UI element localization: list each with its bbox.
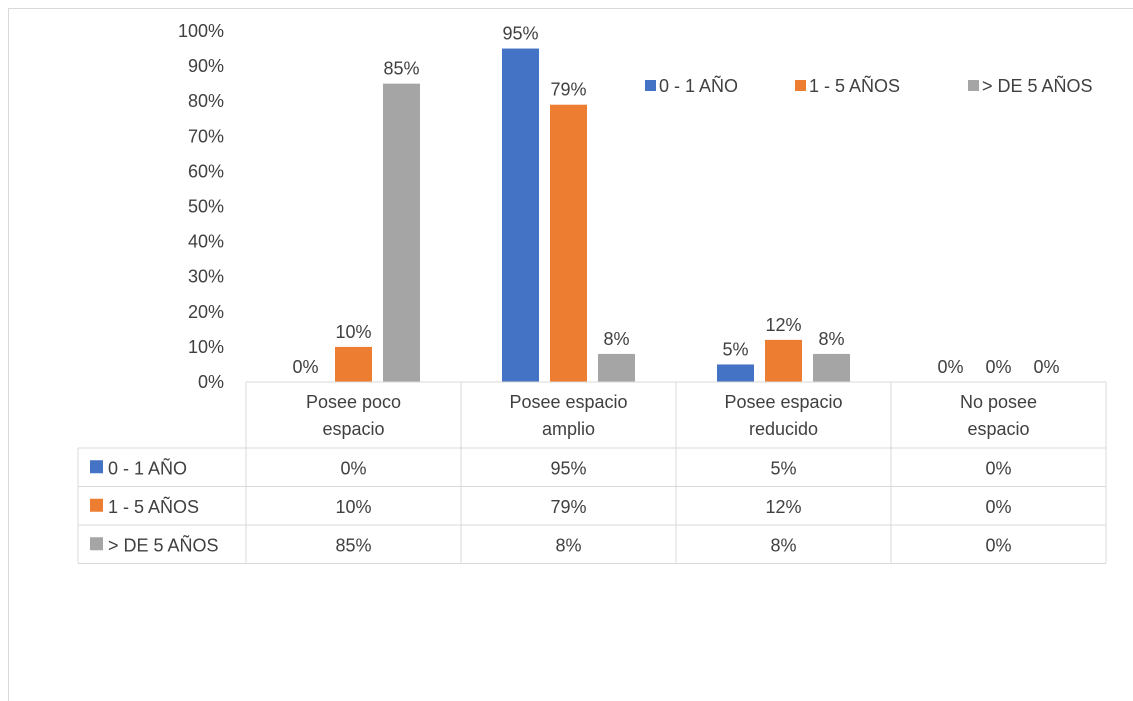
table-legend-key <box>90 460 103 474</box>
y-tick-label: 0% <box>198 372 224 392</box>
y-tick-label: 30% <box>188 267 224 287</box>
data-label: 0% <box>985 357 1011 377</box>
y-tick-label: 40% <box>188 232 224 252</box>
y-tick-label: 50% <box>188 197 224 217</box>
table-cell: 0% <box>340 458 366 478</box>
table-series-label: > DE 5 AÑOS <box>108 534 219 555</box>
legend-label: 1 - 5 AÑOS <box>809 75 900 96</box>
data-label: 95% <box>502 24 538 44</box>
table-cell: 5% <box>770 458 796 478</box>
bar-1-1 <box>550 104 587 383</box>
data-label: 0% <box>292 357 318 377</box>
table-series-label: 1 - 5 AÑOS <box>108 496 199 517</box>
legend-swatch <box>795 80 806 91</box>
table-cell: 95% <box>550 458 586 478</box>
category-label: No posee <box>960 392 1037 412</box>
data-label: 10% <box>335 322 371 342</box>
bar-0-1 <box>502 48 539 383</box>
table-cell: 0% <box>985 497 1011 517</box>
table-legend-key <box>90 537 103 551</box>
y-tick-label: 20% <box>188 302 224 322</box>
y-tick-label: 100% <box>178 21 224 41</box>
table-cell: 79% <box>550 497 586 517</box>
category-label: Posee espacio <box>509 392 627 412</box>
category-label: Posee espacio <box>724 392 842 412</box>
table-cell: 8% <box>770 535 796 555</box>
table-series-label: 0 - 1 AÑO <box>108 457 187 478</box>
category-label: Posee poco <box>306 392 401 412</box>
legend-label: 0 - 1 AÑO <box>659 75 738 96</box>
data-label: 0% <box>1033 357 1059 377</box>
category-label: espacio <box>322 419 384 439</box>
bar-1-2 <box>765 339 802 382</box>
y-tick-label: 10% <box>188 337 224 357</box>
data-label: 79% <box>550 80 586 100</box>
bar-2-2 <box>813 353 850 382</box>
legend-swatch <box>968 80 979 91</box>
y-tick-label: 90% <box>188 56 224 76</box>
table-cell: 10% <box>335 497 371 517</box>
data-label: 85% <box>383 59 419 79</box>
bar-0-2 <box>717 364 754 382</box>
table-cell: 0% <box>985 535 1011 555</box>
table-cell: 0% <box>985 458 1011 478</box>
y-tick-label: 80% <box>188 91 224 111</box>
table-cell: 8% <box>555 535 581 555</box>
table-cell: 85% <box>335 535 371 555</box>
data-label: 0% <box>937 357 963 377</box>
data-label: 12% <box>765 315 801 335</box>
y-tick-label: 70% <box>188 126 224 146</box>
category-label: espacio <box>967 419 1029 439</box>
data-label: 5% <box>722 339 748 359</box>
table-legend-key <box>90 498 103 512</box>
chart-frame <box>8 8 1133 701</box>
data-label: 8% <box>818 329 844 349</box>
table-cell: 12% <box>765 497 801 517</box>
bar-2-0 <box>383 83 420 383</box>
category-label: amplio <box>542 419 595 439</box>
legend-swatch <box>645 80 656 91</box>
bar-1-0 <box>335 346 372 382</box>
y-tick-label: 60% <box>188 161 224 181</box>
bar-2-1 <box>598 353 635 382</box>
data-label: 8% <box>603 329 629 349</box>
category-label: reducido <box>749 419 818 439</box>
legend-label: > DE 5 AÑOS <box>982 75 1093 96</box>
